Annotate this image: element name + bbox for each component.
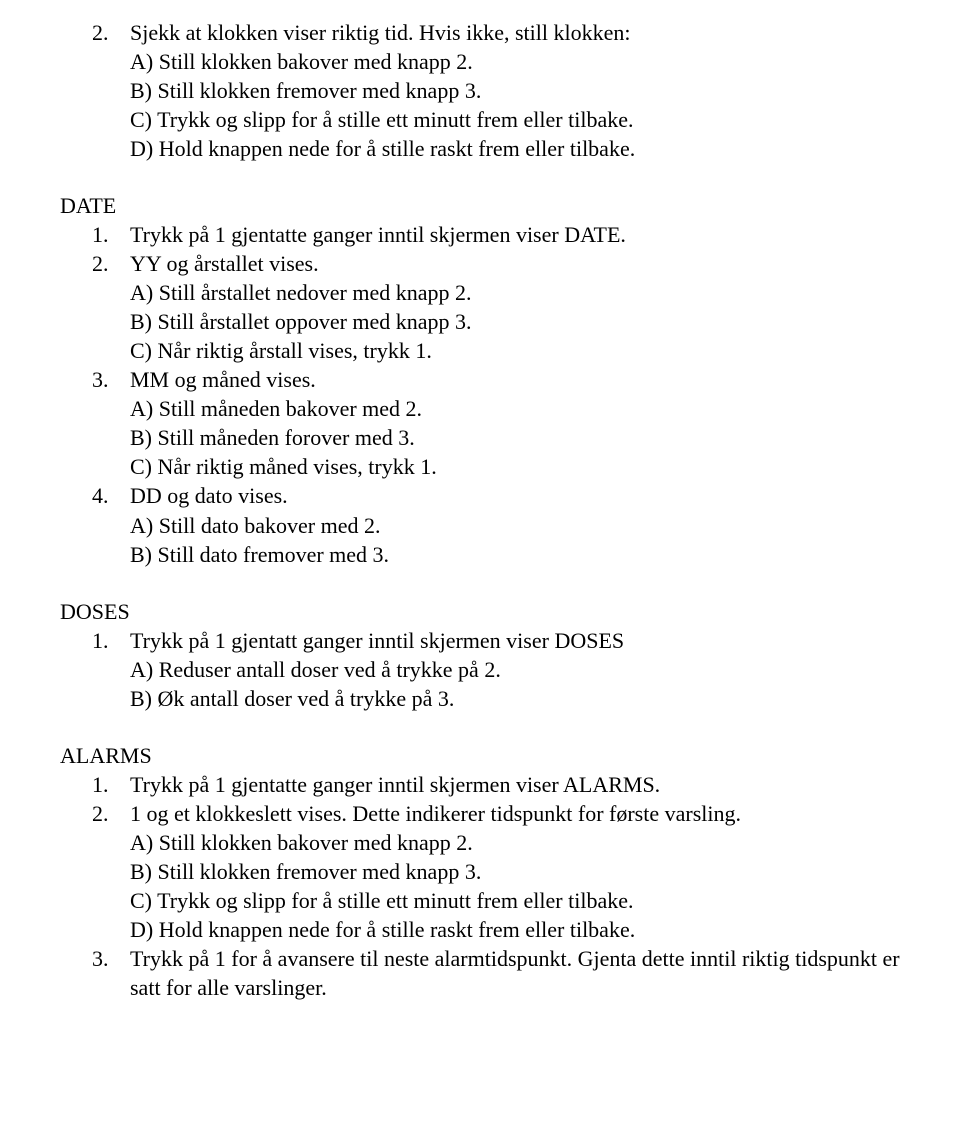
list-number: 1. — [60, 220, 130, 249]
section-heading: DATE — [60, 191, 900, 220]
list-number: 1. — [60, 770, 130, 799]
sub-line: B) Still klokken fremover med knapp 3. — [130, 857, 900, 886]
list-number: 2. — [60, 799, 130, 944]
date-section: DATE 1. Trykk på 1 gjentatte ganger innt… — [60, 191, 900, 568]
list-body: Trykk på 1 for å avansere til neste alar… — [130, 944, 900, 1002]
sub-line: C) Trykk og slipp for å stille ett minut… — [130, 105, 900, 134]
list-item: 3. Trykk på 1 for å avansere til neste a… — [60, 944, 900, 1002]
sub-line: B) Øk antall doser ved å trykke på 3. — [130, 684, 900, 713]
doses-section: DOSES 1. Trykk på 1 gjentatt ganger innt… — [60, 597, 900, 713]
sub-line: C) Når riktig måned vises, trykk 1. — [130, 452, 900, 481]
list-body: Trykk på 1 gjentatte ganger inntil skjer… — [130, 770, 900, 799]
list-item: 3. MM og måned vises. A) Still måneden b… — [60, 365, 900, 481]
intro-section: 2. Sjekk at klokken viser riktig tid. Hv… — [60, 18, 900, 163]
list-body: Sjekk at klokken viser riktig tid. Hvis … — [130, 18, 900, 163]
list-item: 1. Trykk på 1 gjentatte ganger inntil sk… — [60, 770, 900, 799]
sub-line: C) Trykk og slipp for å stille ett minut… — [130, 886, 900, 915]
sub-line: B) Still dato fremover med 3. — [130, 540, 900, 569]
sub-line: A) Reduser antall doser ved å trykke på … — [130, 655, 900, 684]
text-line: 1 og et klokkeslett vises. Dette indiker… — [130, 799, 900, 828]
list-body: 1 og et klokkeslett vises. Dette indiker… — [130, 799, 900, 944]
list-body: YY og årstallet vises. A) Still årstalle… — [130, 249, 900, 365]
text-line: Trykk på 1 gjentatt ganger inntil skjerm… — [130, 626, 900, 655]
list-body: Trykk på 1 gjentatte ganger inntil skjer… — [130, 220, 900, 249]
list-item: 1. Trykk på 1 gjentatte ganger inntil sk… — [60, 220, 900, 249]
sub-line: B) Still klokken fremover med knapp 3. — [130, 76, 900, 105]
text-line: MM og måned vises. — [130, 365, 900, 394]
sub-line: B) Still måneden forover med 3. — [130, 423, 900, 452]
sub-line: C) Når riktig årstall vises, trykk 1. — [130, 336, 900, 365]
text-line: YY og årstallet vises. — [130, 249, 900, 278]
alarms-section: ALARMS 1. Trykk på 1 gjentatte ganger in… — [60, 741, 900, 1002]
list-number: 3. — [60, 365, 130, 481]
section-heading: DOSES — [60, 597, 900, 626]
sub-line: B) Still årstallet oppover med knapp 3. — [130, 307, 900, 336]
sub-line: A) Still måneden bakover med 2. — [130, 394, 900, 423]
sub-line: D) Hold knappen nede for å stille raskt … — [130, 915, 900, 944]
list-body: MM og måned vises. A) Still måneden bako… — [130, 365, 900, 481]
list-number: 4. — [60, 481, 130, 568]
list-number: 3. — [60, 944, 130, 1002]
text-line: DD og dato vises. — [130, 481, 900, 510]
sub-line: A) Still klokken bakover med knapp 2. — [130, 47, 900, 76]
list-number: 2. — [60, 249, 130, 365]
list-number: 2. — [60, 18, 130, 163]
list-number: 1. — [60, 626, 130, 713]
list-item: 2. 1 og et klokkeslett vises. Dette indi… — [60, 799, 900, 944]
list-item: 4. DD og dato vises. A) Still dato bakov… — [60, 481, 900, 568]
list-item: 2. Sjekk at klokken viser riktig tid. Hv… — [60, 18, 900, 163]
sub-line: D) Hold knappen nede for å stille raskt … — [130, 134, 900, 163]
text-line: Sjekk at klokken viser riktig tid. Hvis … — [130, 18, 900, 47]
list-body: DD og dato vises. A) Still dato bakover … — [130, 481, 900, 568]
list-item: 2. YY og årstallet vises. A) Still årsta… — [60, 249, 900, 365]
section-heading: ALARMS — [60, 741, 900, 770]
sub-line: A) Still årstallet nedover med knapp 2. — [130, 278, 900, 307]
list-item: 1. Trykk på 1 gjentatt ganger inntil skj… — [60, 626, 900, 713]
sub-line: A) Still dato bakover med 2. — [130, 511, 900, 540]
list-body: Trykk på 1 gjentatt ganger inntil skjerm… — [130, 626, 900, 713]
sub-line: A) Still klokken bakover med knapp 2. — [130, 828, 900, 857]
